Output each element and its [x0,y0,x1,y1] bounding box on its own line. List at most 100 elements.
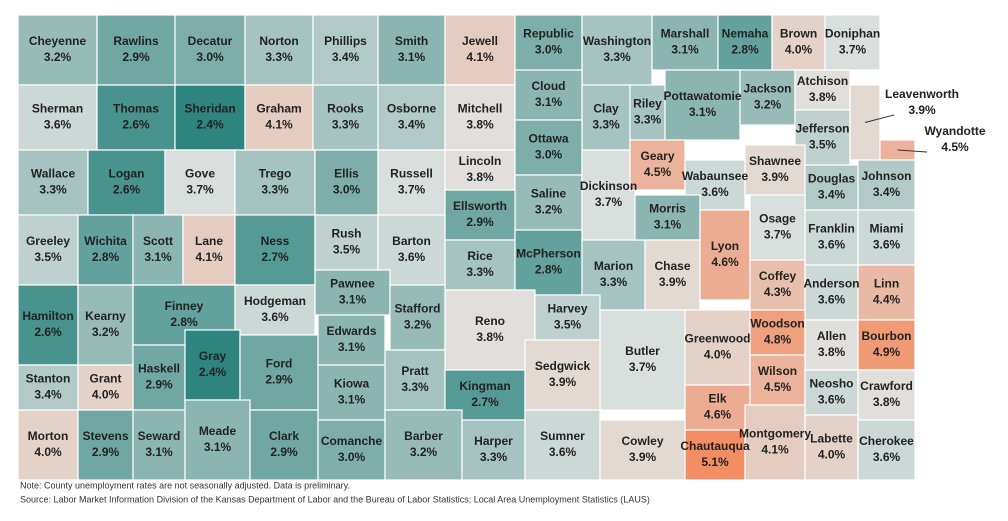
county-name: Washington [583,34,651,48]
county [581,149,636,241]
county [524,339,601,411]
county-name: Sheridan [184,102,235,116]
county-name: Finney [165,299,204,313]
county-name: Greenwood [684,332,750,346]
county [629,84,666,141]
county-rate: 3.1% [144,250,172,264]
county-rate: 3.0% [196,50,224,64]
county-name: Doniphan [825,27,880,41]
county [384,349,446,411]
county [804,414,859,481]
county-name: Ellis [334,167,359,181]
county-name: Montgomery [739,427,811,441]
county-rate: 3.6% [818,393,846,407]
county [384,409,463,481]
county-name: Jewell [462,34,498,48]
county [317,364,386,421]
county-rate: 3.0% [333,183,361,197]
county [184,329,241,401]
county-name: Comanche [321,434,383,448]
county-rate: 4.3% [764,285,792,299]
county-rate: 4.0% [704,348,732,362]
county-name: Sumner [540,429,585,443]
county-rate: 3.4% [332,50,360,64]
county-name: Wichita [84,234,127,248]
county [857,419,916,481]
county-name: Riley [633,97,662,111]
county-rate: 3.4% [398,118,426,132]
county-rate: 3.2% [410,445,438,459]
county-rate: 2.8% [535,263,563,277]
county-rate: 3.3% [603,50,631,64]
county-rate: 5.1% [701,455,729,469]
county-name: Jefferson [795,122,849,136]
county-name: Ness [261,234,290,248]
county-name: Rawlins [113,34,159,48]
county-rate: 3.6% [873,238,901,252]
county [634,194,701,241]
county-name: Ottawa [528,132,568,146]
county-name: Stanton [26,372,71,386]
county-name: Osborne [387,102,437,116]
county-name: Atchison [797,74,848,88]
county-rate: 3.5% [333,243,361,257]
county-name: Seward [138,429,181,443]
county [857,369,916,421]
county-name: Neosho [809,377,853,391]
county-name: Rush [332,227,362,241]
county [377,84,446,151]
county-name: Hodgeman [244,294,306,308]
county-rate: 3.9% [761,170,789,184]
county-name: Pottawatomie [663,89,741,103]
county-name: Woodson [750,317,804,331]
county-rate: 3.6% [44,118,72,132]
county-name: Harper [474,434,513,448]
county-rate: 2.9% [265,373,293,387]
county-name: Stafford [395,302,441,316]
county-rate: 3.8% [873,395,901,409]
county [377,149,446,216]
county-name: Republic [523,27,574,41]
county [629,139,686,191]
county-rate: 4.5% [644,165,672,179]
county [804,164,859,211]
county [17,14,98,86]
county [684,429,746,481]
county-name: Sherman [32,102,83,116]
county-name: Dickinson [580,179,637,193]
county [377,14,446,86]
county-name: Geary [640,149,674,163]
county-name: Jackson [743,82,791,96]
county [314,269,391,316]
county-rate: 2.4% [199,365,227,379]
county-name: Trego [259,167,292,181]
county-name: Lane [195,234,223,248]
county-rate: 3.3% [480,450,508,464]
county-rate: 4.5% [941,140,969,154]
county-name: Linn [874,277,899,291]
county [444,84,516,151]
county-rate: 3.5% [34,250,62,264]
county-rate: 3.9% [908,103,936,117]
county-rate: 3.1% [671,43,699,57]
county-rate: 4.9% [873,345,901,359]
county-rate: 3.1% [338,393,366,407]
county-rate: 2.9% [145,378,173,392]
county-rate: 3.1% [398,50,426,64]
county-rate: 3.6% [818,238,846,252]
county [599,419,686,481]
county-name: Scott [143,234,173,248]
county-name: Wallace [31,167,76,181]
county-name: Ford [266,357,293,371]
county-rate: 3.4% [818,188,846,202]
county-rate: 2.9% [92,445,120,459]
county-rate: 4.1% [265,118,293,132]
county-name: Douglas [808,172,856,186]
county-rate: 4.6% [711,255,739,269]
county-rate: 3.7% [839,43,867,57]
county-rate: 3.7% [764,228,792,242]
county-rate: 3.6% [549,445,577,459]
county [132,344,186,411]
county [17,364,79,411]
county-name: Chautauqua [680,439,750,453]
